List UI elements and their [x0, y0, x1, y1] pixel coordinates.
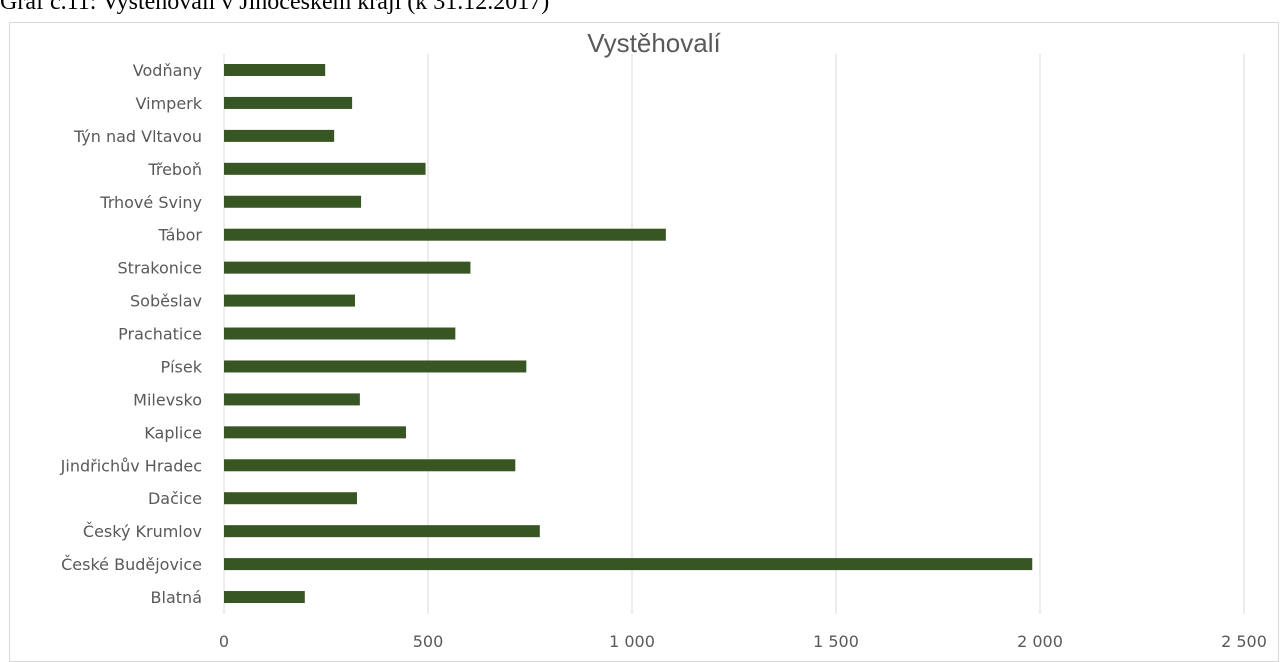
bar: [224, 64, 326, 76]
category-label: Český Krumlov: [83, 522, 202, 541]
category-label: Třeboň: [147, 160, 202, 179]
x-tick-labels: 0 500 1 000 1 500 2 000 2 500: [219, 632, 1267, 650]
bars: [224, 64, 1033, 604]
category-label: Tábor: [158, 226, 203, 245]
bar: [224, 228, 666, 241]
bar: [224, 360, 527, 373]
x-tick-label: 1 000: [609, 632, 655, 650]
category-label: Prachatice: [118, 325, 202, 344]
x-tick-label: 500: [413, 632, 444, 650]
x-tick-label: 2 500: [1221, 632, 1267, 650]
category-label: Vodňany: [133, 61, 202, 80]
bar: [224, 459, 516, 472]
bar: [224, 558, 1033, 571]
category-label: Trhové Sviny: [99, 193, 202, 212]
category-label: Dačice: [148, 489, 202, 508]
category-label: Vimperk: [136, 94, 203, 113]
bar: [224, 294, 355, 307]
category-label: Strakonice: [117, 259, 202, 278]
category-label: Soběslav: [130, 292, 202, 311]
bar: [224, 393, 360, 406]
category-label: Blatná: [151, 588, 202, 607]
bar: [224, 261, 471, 274]
category-label: České Budějovice: [61, 555, 202, 574]
x-tick-label: 2 000: [1017, 632, 1063, 650]
figure-caption: Graf č.11: Vystěhovalí v Jihočeském kraj…: [0, 0, 550, 15]
bar: [224, 96, 353, 109]
bar: [224, 162, 426, 175]
category-label: Milevsko: [133, 390, 202, 409]
category-label: Týn nad Vltavou: [73, 127, 202, 146]
bar: [224, 426, 406, 439]
category-labels: Vodňany Vimperk Týn nad Vltavou Třeboň Trhov…: [60, 61, 203, 607]
category-label: Jindřichův Hradec: [60, 456, 202, 475]
bar: [224, 525, 540, 538]
chart-area: [9, 22, 1279, 662]
x-tick-label: 0: [219, 632, 229, 650]
category-label: Kaplice: [144, 423, 202, 442]
bar: [224, 327, 456, 340]
category-label: Písek: [160, 357, 202, 376]
bar: [224, 591, 305, 604]
bar: [224, 129, 335, 142]
bar: [224, 492, 358, 505]
chart-title: Vystěhovalí: [587, 28, 721, 58]
x-tick-label: 1 500: [813, 632, 859, 650]
bar: [224, 195, 362, 208]
